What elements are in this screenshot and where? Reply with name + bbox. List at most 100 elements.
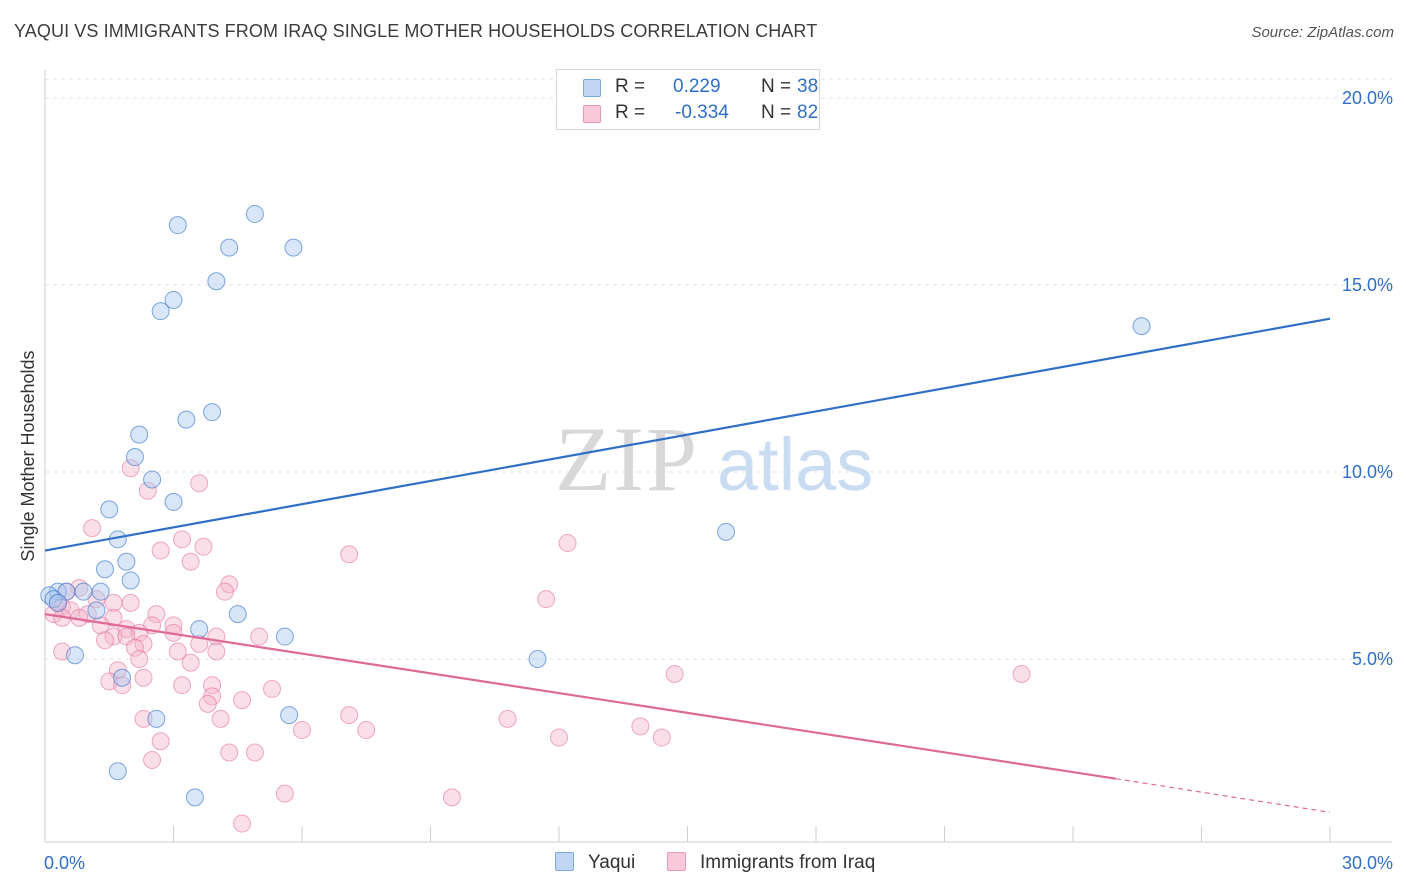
point-iraq <box>190 635 209 654</box>
point-yaqui <box>108 762 127 781</box>
point-iraq <box>121 593 140 612</box>
series-iraq-points <box>44 459 1031 833</box>
point-iraq <box>340 706 359 725</box>
legend-n-value: 38 <box>797 76 819 97</box>
source-label: Source: ZipAtlas.com <box>1251 24 1394 41</box>
point-iraq <box>652 728 671 747</box>
point-iraq <box>181 552 200 571</box>
point-iraq <box>275 784 294 803</box>
point-iraq <box>194 537 213 556</box>
point-iraq <box>245 743 264 762</box>
point-iraq <box>442 788 461 807</box>
point-yaqui <box>220 238 239 257</box>
point-iraq <box>357 721 376 740</box>
point-iraq <box>147 605 166 624</box>
point-iraq <box>181 653 200 672</box>
point-iraq <box>104 627 123 646</box>
bottom-legend-swatch-iraq <box>667 852 686 871</box>
stats-legend: R = 0.229 N = 38 R = -0.334 N = 82 <box>556 69 820 130</box>
point-yaqui <box>100 500 119 519</box>
point-iraq <box>173 676 192 695</box>
point-iraq <box>173 530 192 549</box>
point-yaqui <box>48 593 67 612</box>
point-iraq <box>134 635 153 654</box>
point-iraq <box>558 534 577 553</box>
point-yaqui <box>65 646 84 665</box>
legend-r-value: -0.334 <box>675 102 729 123</box>
point-yaqui <box>245 204 264 223</box>
tick-labels: 5.0% 10.0% 15.0% 20.0% 0.0% 30.0% <box>44 88 1393 873</box>
point-yaqui <box>203 403 222 422</box>
bottom-legend-label-iraq: Immigrants from Iraq <box>700 852 876 873</box>
point-iraq <box>1012 664 1031 683</box>
bottom-legend-yaqui: Yaqui <box>555 852 635 874</box>
point-iraq <box>498 709 517 728</box>
legend-n-label: N = <box>761 102 792 123</box>
point-iraq <box>95 631 114 650</box>
bottom-legend-label-yaqui: Yaqui <box>588 852 636 873</box>
point-yaqui <box>177 410 196 429</box>
point-iraq <box>121 459 140 478</box>
point-iraq <box>233 691 252 710</box>
point-yaqui <box>185 788 204 807</box>
bottom-legend-swatch-yaqui <box>555 852 574 871</box>
point-iraq <box>340 545 359 564</box>
legend-r-label: R = <box>615 102 646 123</box>
trend-line-yaqui <box>44 317 1331 552</box>
point-iraq <box>550 728 568 747</box>
point-yaqui <box>151 302 170 321</box>
gridlines <box>45 78 1392 660</box>
y-axis-label: Single Mother Households <box>18 350 38 561</box>
point-yaqui <box>130 425 149 444</box>
trend-lines <box>44 317 1331 813</box>
point-iraq <box>143 750 162 769</box>
point-iraq <box>207 627 226 646</box>
y-tick-label: 5.0% <box>1352 649 1393 669</box>
point-iraq <box>130 650 149 668</box>
point-yaqui <box>168 216 187 235</box>
watermark-atlas: atlas <box>717 423 873 506</box>
point-iraq <box>537 590 556 609</box>
chart-title: YAQUI VS IMMIGRANTS FROM IRAQ SINGLE MOT… <box>14 21 818 41</box>
point-yaqui <box>228 605 247 624</box>
point-iraq <box>293 721 311 740</box>
point-iraq <box>207 642 226 661</box>
point-yaqui <box>113 668 132 687</box>
point-iraq <box>151 541 170 560</box>
point-iraq <box>220 743 239 762</box>
point-yaqui <box>147 709 166 728</box>
point-yaqui <box>1132 317 1151 336</box>
point-iraq <box>190 474 209 493</box>
watermark: ZIP atlas <box>555 408 873 510</box>
point-iraq <box>125 638 144 657</box>
point-iraq <box>134 709 153 728</box>
point-yaqui <box>87 601 106 620</box>
watermark-zip: ZIP <box>555 408 699 510</box>
bottom-legend-iraq: Immigrants from Iraq <box>667 852 875 874</box>
trend-line-iraq <box>44 613 1117 780</box>
legend-n-value: 82 <box>797 102 819 123</box>
point-iraq <box>168 642 187 661</box>
point-yaqui <box>284 238 303 257</box>
point-yaqui <box>164 290 183 309</box>
point-yaqui <box>717 522 736 541</box>
point-iraq <box>233 814 252 833</box>
point-yaqui <box>125 448 144 467</box>
point-iraq <box>113 676 132 695</box>
point-iraq <box>250 627 269 646</box>
legend-r-value: 0.229 <box>673 76 721 97</box>
y-tick-label: 10.0% <box>1342 462 1393 482</box>
y-tick-label: 15.0% <box>1342 275 1393 295</box>
point-iraq <box>198 694 217 713</box>
point-iraq <box>83 519 102 538</box>
point-yaqui <box>95 560 114 579</box>
point-yaqui <box>280 706 299 725</box>
point-yaqui <box>74 582 93 601</box>
series-yaqui-points <box>40 204 1151 807</box>
point-yaqui <box>275 627 294 646</box>
point-yaqui <box>121 571 140 590</box>
point-iraq <box>151 732 170 751</box>
point-iraq <box>665 664 684 683</box>
legend-n-label: N = <box>761 76 792 97</box>
